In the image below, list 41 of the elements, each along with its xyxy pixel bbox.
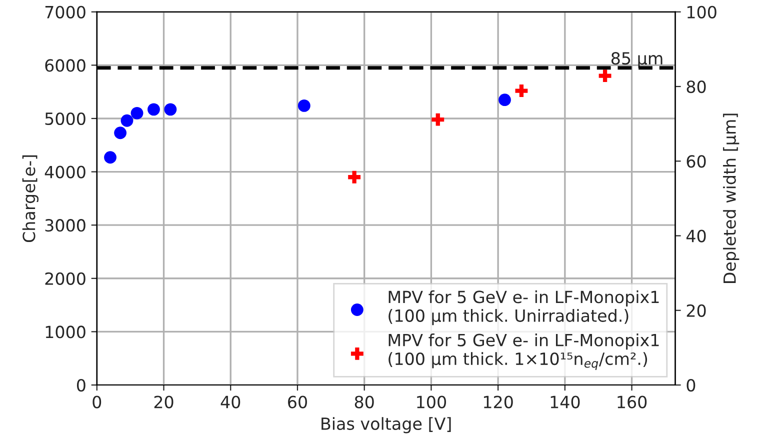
x-tick-label: 120 [484, 396, 513, 408]
point [598, 70, 612, 82]
x-tick-label: 20 [154, 396, 174, 408]
y-tick-label: 4000 [44, 166, 86, 178]
point [348, 170, 361, 184]
y-axis-title: Charge[e-] [22, 155, 39, 242]
y2-tick-label: 20 [686, 304, 706, 317]
point [120, 114, 134, 127]
x-tick-label: 80 [354, 396, 374, 408]
y2-axis-title: Depleted width [μm] [723, 114, 740, 283]
point [515, 84, 528, 97]
y2-tick-label: 40 [686, 230, 706, 242]
y-tick-label: 7000 [45, 6, 86, 18]
point [104, 151, 116, 164]
x-tick-label: 40 [220, 396, 240, 408]
y-tick-label: 6000 [45, 59, 86, 72]
y-tick-label: 0 [76, 378, 86, 392]
point [298, 99, 310, 112]
y-tick-label: 2000 [45, 272, 86, 285]
x-tick-label: 140 [550, 396, 580, 408]
point [164, 103, 177, 116]
x-tick-label: 160 [618, 396, 647, 408]
legend-label: MPV for 5 GeV e- in LF-Monopix1 (100 μm thick. Unirradiated.) [388, 290, 659, 326]
x-tick-label: 60 [288, 396, 307, 408]
y2-tick-label: 60 [686, 155, 706, 168]
y-tick-label: 5000 [45, 112, 86, 126]
point [148, 103, 160, 116]
y-tick-label: 3000 [45, 219, 86, 232]
ref-line-label: 85 μm [611, 52, 662, 68]
legend-label: MPV for 5 GeV e- in LF-Monopix1 (100 μm thick. 1×10¹⁵n$_{eq}$/cm².) [388, 334, 659, 370]
point [432, 113, 444, 126]
x-tick-label: 100 [417, 396, 446, 408]
point [130, 106, 144, 120]
y-tick-label: 1000 [46, 326, 86, 338]
y2-tick-label: 80 [686, 80, 706, 94]
x-tick-label: 0 [92, 396, 102, 408]
point [114, 126, 127, 140]
y2-tick-label: 0 [686, 378, 696, 392]
x-axis-title: Bias voltage [V] [322, 417, 451, 434]
y2-tick-label: 100 [687, 6, 716, 18]
point [498, 94, 511, 106]
